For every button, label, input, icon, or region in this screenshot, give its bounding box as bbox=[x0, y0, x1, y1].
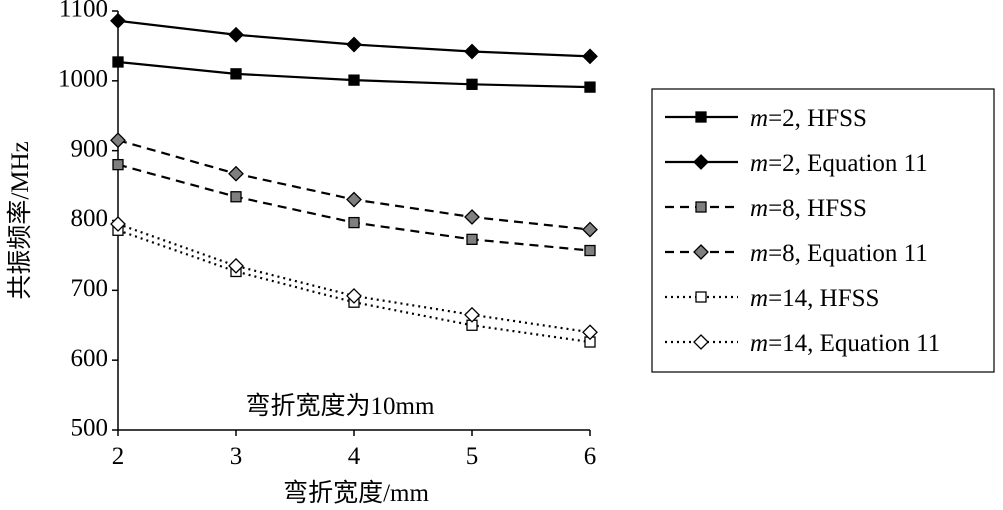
x-tick-label: 4 bbox=[348, 443, 361, 470]
series-group bbox=[110, 12, 598, 65]
plot-area: 500 600 700 800 900 1000 1100 2 3 4 5 6 bbox=[58, 0, 598, 470]
legend-entry: m=14, HFSS bbox=[665, 285, 879, 312]
data-point bbox=[466, 78, 478, 90]
data-point bbox=[584, 244, 596, 257]
data-point bbox=[346, 36, 362, 53]
data-point bbox=[464, 43, 480, 60]
legend-marker bbox=[693, 154, 709, 170]
data-point bbox=[110, 132, 126, 149]
legend-value: =14, HFSS bbox=[768, 285, 879, 312]
data-point bbox=[466, 233, 478, 246]
legend-variable: m bbox=[750, 105, 768, 132]
legend-entry: m=8, Equation 11 bbox=[665, 240, 928, 267]
legend-value: =2, Equation 11 bbox=[768, 150, 928, 177]
legend-value: =8, HFSS bbox=[768, 195, 867, 222]
series-group bbox=[110, 216, 598, 341]
data-point bbox=[230, 191, 242, 203]
data-point bbox=[584, 81, 596, 93]
y-axis-title: 共振频率/MHz bbox=[6, 141, 34, 299]
legend-label: m=2, Equation 11 bbox=[750, 150, 928, 177]
legend-marker bbox=[695, 291, 707, 303]
x-tick-label: 2 bbox=[112, 443, 125, 470]
legend-marker bbox=[693, 334, 709, 350]
series-group bbox=[110, 132, 598, 238]
y-tick-label: 1100 bbox=[59, 0, 108, 23]
legend-entry: m=14, Equation 11 bbox=[665, 330, 940, 357]
x-tick-label: 3 bbox=[230, 443, 243, 470]
series-group bbox=[112, 56, 596, 93]
data-point bbox=[582, 221, 598, 238]
legend-label: m=14, Equation 11 bbox=[750, 330, 940, 357]
legend-label: m=2, HFSS bbox=[750, 105, 867, 132]
data-point bbox=[228, 257, 244, 274]
series-group bbox=[112, 158, 596, 257]
legend-value: =2, HFSS bbox=[768, 105, 867, 132]
legend-marker bbox=[695, 111, 707, 123]
legend-entry: m=2, Equation 11 bbox=[665, 150, 928, 177]
data-point bbox=[230, 68, 242, 80]
legend-variable: m bbox=[750, 285, 768, 312]
data-point bbox=[112, 56, 124, 68]
legend-label: m=8, Equation 11 bbox=[750, 240, 928, 267]
chart-annotation: 弯折宽度为10mm bbox=[246, 392, 435, 420]
data-point bbox=[110, 12, 126, 29]
data-point bbox=[346, 191, 362, 208]
legend-variable: m bbox=[750, 330, 768, 357]
legend-variable: m bbox=[750, 195, 768, 222]
y-tick-label: 700 bbox=[71, 275, 109, 302]
legend-box bbox=[651, 88, 995, 373]
data-point bbox=[464, 306, 480, 323]
y-tick-label: 600 bbox=[71, 345, 109, 372]
x-axis-title: 弯折宽度/mm bbox=[283, 479, 429, 507]
y-tick-label: 1000 bbox=[58, 66, 108, 93]
y-tick-label: 900 bbox=[71, 135, 109, 162]
data-point bbox=[582, 324, 598, 341]
data-point bbox=[112, 158, 124, 171]
legend-marker bbox=[693, 244, 709, 260]
data-point bbox=[228, 165, 244, 182]
y-tick-label: 800 bbox=[71, 205, 109, 232]
data-point bbox=[464, 209, 480, 225]
legend-variable: m bbox=[750, 150, 768, 177]
data-point bbox=[582, 48, 598, 65]
legend-marker bbox=[695, 201, 707, 213]
legend-variable: m bbox=[750, 240, 768, 267]
legend-label: m=14, HFSS bbox=[750, 285, 879, 312]
data-point bbox=[346, 288, 362, 304]
legend-value: =14, Equation 11 bbox=[768, 330, 940, 357]
y-tick-label: 500 bbox=[71, 415, 109, 442]
legend-value: =8, Equation 11 bbox=[768, 240, 928, 267]
data-point bbox=[228, 26, 244, 43]
x-tick-label: 5 bbox=[466, 443, 479, 470]
data-point bbox=[110, 216, 126, 232]
legend-entry: m=2, HFSS bbox=[665, 105, 867, 132]
legend-entry: m=8, HFSS bbox=[665, 195, 867, 222]
data-point bbox=[348, 74, 360, 86]
legend-label: m=8, HFSS bbox=[750, 195, 867, 222]
x-tick-label: 6 bbox=[584, 443, 597, 470]
data-point bbox=[348, 216, 360, 229]
